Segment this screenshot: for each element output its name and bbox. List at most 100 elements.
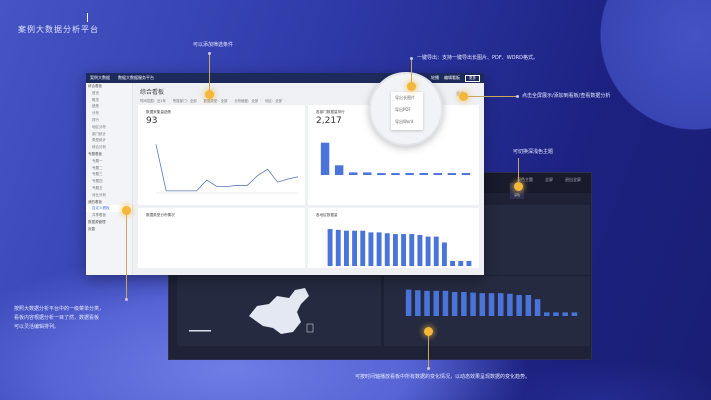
bar <box>424 290 430 316</box>
export-pdf-item[interactable]: 导出PDF <box>395 107 411 112</box>
chart-card: 数据类型分布情况 <box>138 208 305 268</box>
exit-fullscreen-button[interactable]: 退出全屏 <box>565 177 581 182</box>
sidebar-item[interactable]: 部门统计 <box>92 131 106 136</box>
carousel-button[interactable]: 轮播 <box>431 74 439 80</box>
hotspot-filter <box>205 90 214 99</box>
bar <box>320 142 330 175</box>
bar <box>392 234 398 266</box>
bar <box>391 173 400 175</box>
bar <box>461 173 471 175</box>
bar <box>334 165 344 175</box>
page-heading: 综合看板 <box>140 89 165 96</box>
bar <box>553 312 559 316</box>
bar <box>458 260 464 266</box>
export-menu: 导出长图片 导出PDF 导出Word <box>391 92 423 130</box>
filter-chip[interactable]: 数据类型：全部 <box>203 99 228 103</box>
sidebar-item[interactable]: 数据源管理 <box>88 219 106 224</box>
card-title: 各地区数据量 <box>316 213 338 217</box>
export-word-item[interactable]: 导出Word <box>395 119 414 124</box>
bar <box>447 173 457 175</box>
bar <box>525 295 532 316</box>
export-image-item[interactable]: 导出长图片 <box>395 95 415 100</box>
bar <box>534 299 541 316</box>
bar <box>419 173 428 175</box>
bar <box>349 172 358 175</box>
bar <box>401 234 407 266</box>
sidebar-item[interactable]: 趋势 <box>92 104 99 109</box>
hotspot-export <box>407 82 416 91</box>
sidebar-item[interactable]: 排行 <box>92 117 99 122</box>
bar <box>352 230 358 266</box>
card-value: 2,217 <box>316 116 342 126</box>
bar <box>327 229 333 266</box>
bar <box>433 236 439 266</box>
dark-map-panel <box>177 276 381 346</box>
bar <box>571 312 578 316</box>
annotation-sidebar: 按照大数据分析平台中的一级菜单分类， 看板内容根据分析一目了然，数据看板 可以灵… <box>14 306 105 330</box>
chart-card: 数据采集量趋势 93 <box>138 105 305 205</box>
annotation-fullscreen: 点击全屏展示/添加到看板/查看数据分析 <box>522 93 611 99</box>
sidebar-item[interactable]: 专题五 <box>92 185 103 190</box>
bar-chart <box>327 229 472 266</box>
bar <box>360 230 366 266</box>
filter-chip[interactable]: 地区：全部 <box>265 99 283 103</box>
sidebar-item[interactable]: 设置 <box>88 226 95 231</box>
sidebar-item[interactable]: 专题一 <box>92 158 103 163</box>
bar <box>425 236 431 266</box>
logo: 案例大数据 <box>90 75 110 80</box>
bar <box>376 232 382 266</box>
bar <box>562 312 568 316</box>
filter-chip[interactable]: 所属部门：全部 <box>172 99 197 103</box>
hotspot-timeline <box>424 327 433 336</box>
sidebar-item[interactable]: 共享看板 <box>92 213 106 218</box>
annotation-filter: 可以添加筛选条件 <box>193 42 234 48</box>
sidebar-item[interactable]: 专题看板 <box>88 151 102 156</box>
sidebar-item[interactable]: 我的看板 <box>88 199 102 204</box>
sidebar-item[interactable]: 分布 <box>92 111 99 116</box>
filter-chip[interactable]: 分析维度：全部 <box>234 99 259 103</box>
bar <box>368 232 374 266</box>
sidebar-item[interactable]: 类型统计 <box>92 138 106 143</box>
bar <box>363 172 372 175</box>
sidebar-item[interactable]: 专题二 <box>92 165 103 170</box>
sidebar: 综合看板首页概览趋势分布 排行地区分布部门统计类型统计综合分析 专题看板专题一专题二… <box>86 83 133 275</box>
bar <box>461 292 467 316</box>
sidebar-item[interactable]: 首页 <box>92 90 99 95</box>
bar <box>377 173 386 175</box>
title-marker <box>87 13 88 22</box>
bar <box>470 292 476 316</box>
filter-chip[interactable]: 时间范围：近1年 <box>140 99 166 103</box>
sidebar-item[interactable]: 综合分析 <box>92 145 106 150</box>
bar <box>409 234 415 266</box>
bar <box>417 234 423 266</box>
fullscreen-button[interactable]: 全屏 <box>545 177 553 182</box>
bar-chart <box>320 142 471 175</box>
bar <box>415 290 421 316</box>
dark-header: 深色主题 全屏 退出全屏 <box>517 177 581 183</box>
more-button[interactable]: 更多 <box>465 74 480 82</box>
sidebar-item[interactable]: 自定义看板 <box>86 205 132 213</box>
card-title: 数据类型分布情况 <box>146 213 175 217</box>
annotation-theme: 可切换深浅色主题 <box>513 149 554 155</box>
line-series <box>155 144 299 192</box>
bar <box>433 173 442 175</box>
theme-switch[interactable]: 深色主题 <box>517 177 533 182</box>
bar <box>405 173 414 175</box>
edit-board-button[interactable]: 编辑看板 <box>444 74 460 80</box>
bar <box>497 293 504 316</box>
sidebar-item[interactable]: 对比分析 <box>92 192 106 197</box>
sidebar-item[interactable]: 概览 <box>92 97 99 102</box>
hotspot-fullscreen <box>459 92 468 101</box>
sidebar-item[interactable]: 专题三 <box>92 172 103 177</box>
china-map-icon <box>189 288 314 334</box>
bar <box>451 292 458 316</box>
app-name: 数据大数据服务平台 <box>118 75 154 80</box>
sidebar-item[interactable]: 地区分布 <box>92 124 106 129</box>
bar <box>441 242 447 266</box>
sidebar-item[interactable]: 综合看板 <box>88 84 102 88</box>
magnifier: 导出长图片 导出PDF 导出Word <box>369 72 443 146</box>
card-title: 数据采集量趋势 <box>146 110 172 114</box>
sidebar-item[interactable]: 专题四 <box>92 179 103 184</box>
bar <box>384 233 390 266</box>
bar <box>343 230 349 266</box>
